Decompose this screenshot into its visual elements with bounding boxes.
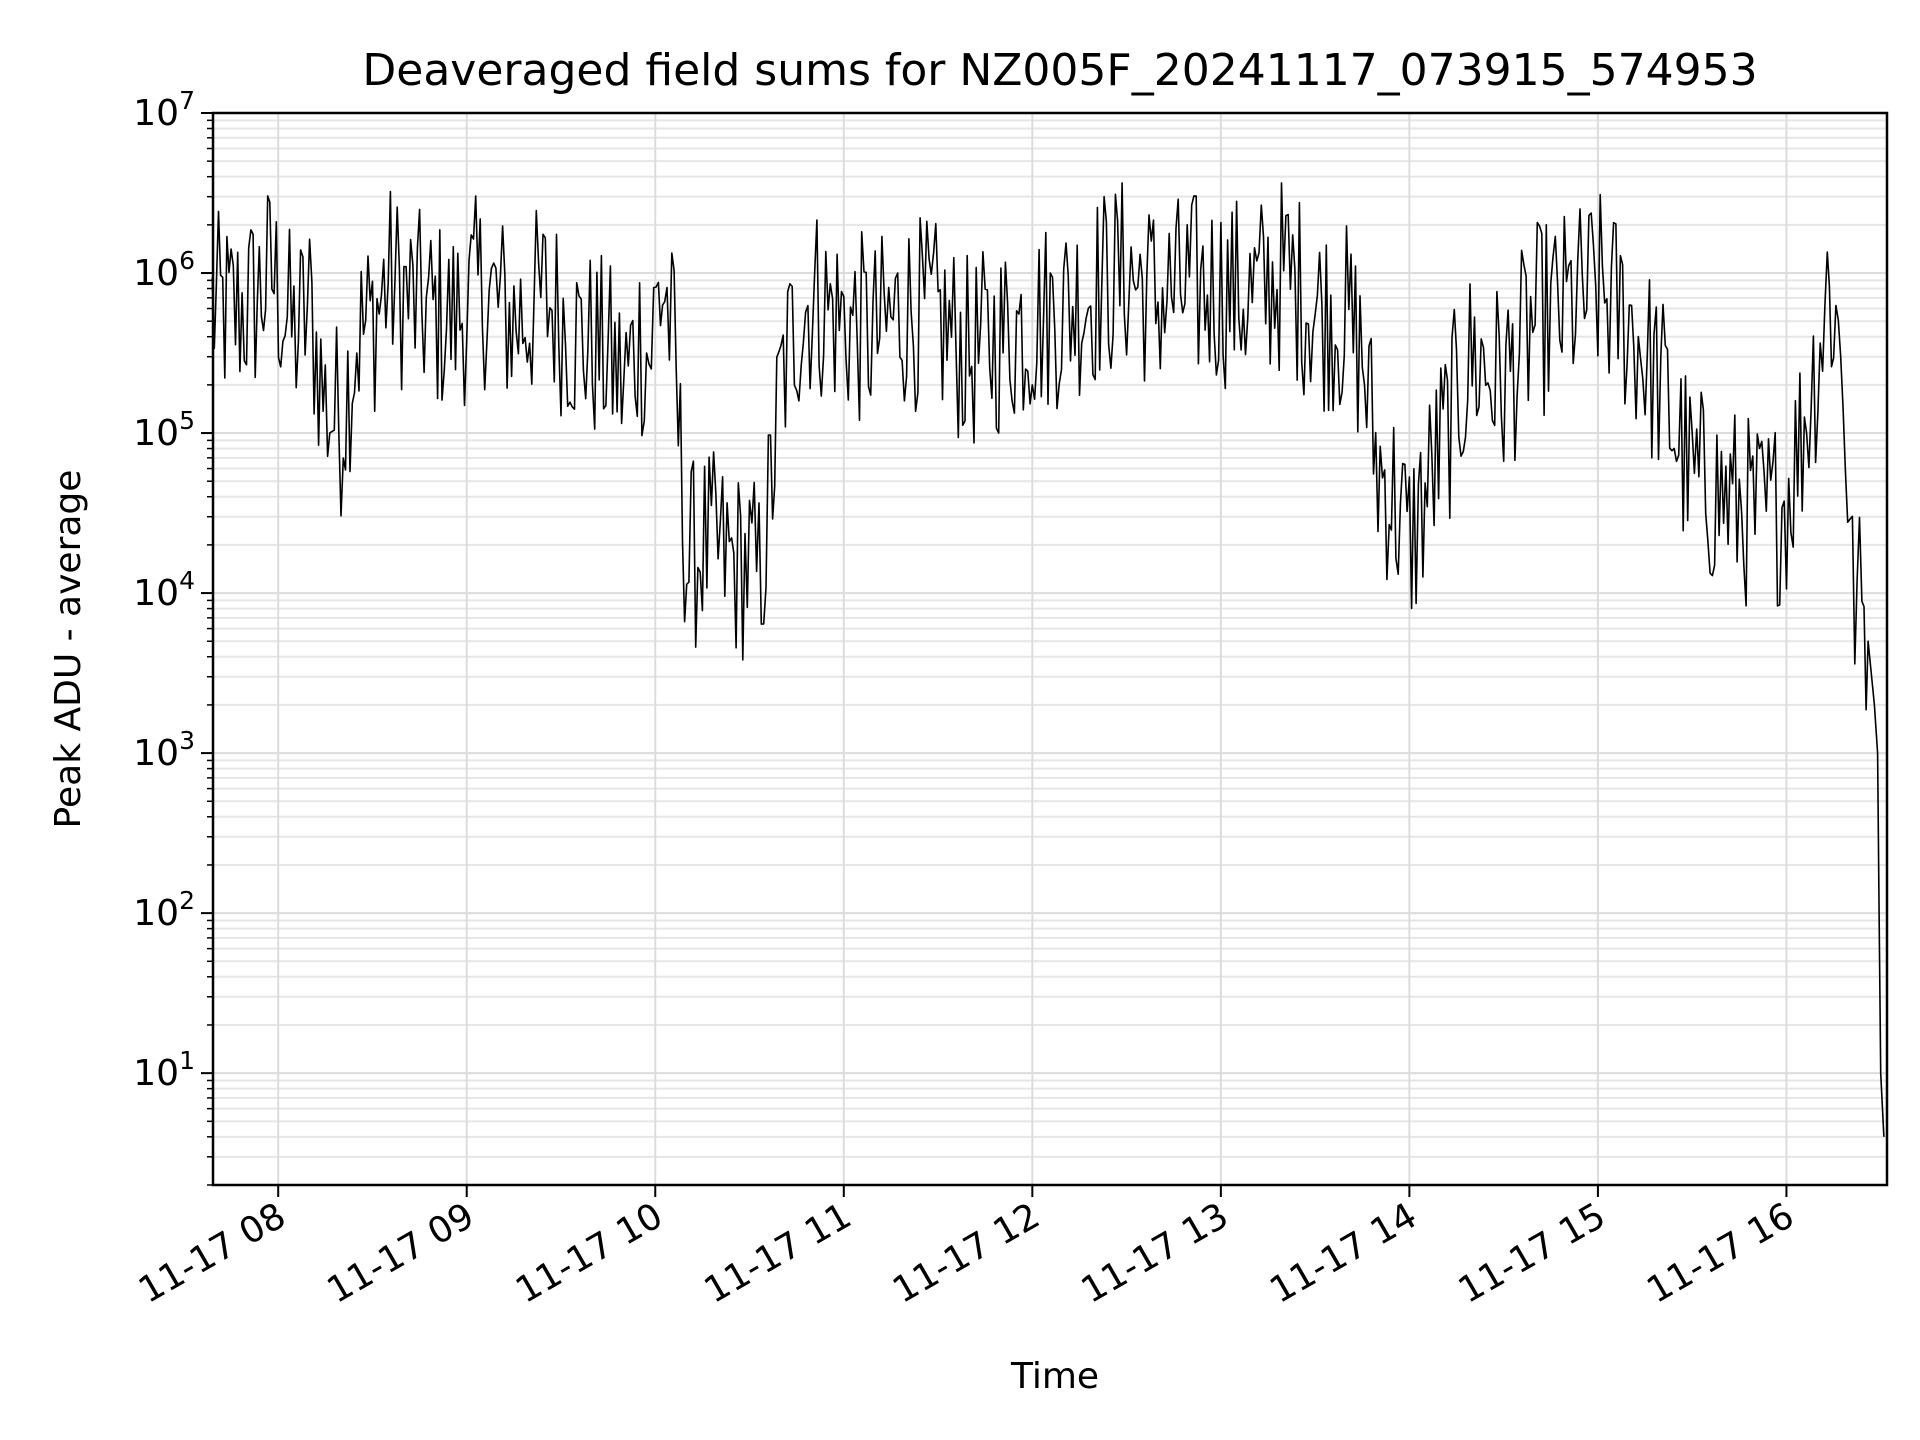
y-tick-label: 106 [133, 246, 195, 294]
y-axis-label: Peak ADU - average [48, 470, 89, 829]
y-tick-label: 105 [133, 406, 195, 454]
chart-title: Deaveraged field sums for NZ005F_2024111… [362, 45, 1757, 96]
y-tick-label: 107 [133, 86, 195, 134]
y-tick-label: 101 [133, 1046, 195, 1094]
series-layer [211, 182, 1885, 1137]
y-tick-label: 104 [133, 566, 195, 614]
plot-frame [211, 111, 1889, 1187]
y-tick-label: 102 [133, 886, 195, 934]
grid-lines [213, 112, 1887, 1186]
y-tick-label: 103 [133, 726, 195, 774]
series-line [211, 182, 1885, 1137]
x-axis-label: Time [1010, 1356, 1099, 1397]
y-axis-ticks: 101 102 103 104 105 106 107 [133, 86, 213, 1186]
